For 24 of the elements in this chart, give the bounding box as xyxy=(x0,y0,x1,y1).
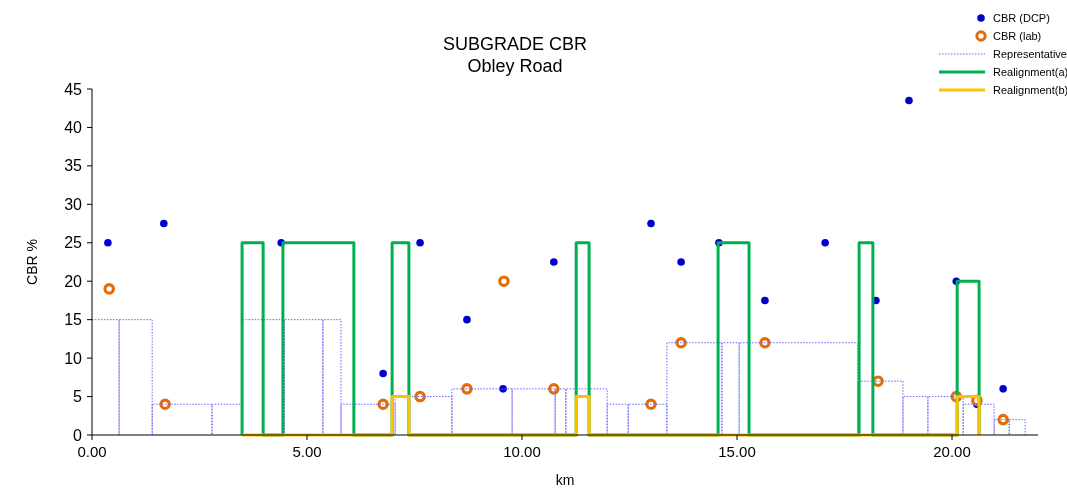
legend-label: Realignment(b) xyxy=(993,83,1067,96)
legend-label: CBR (lab) xyxy=(993,29,1042,42)
x-tick-label: 20.00 xyxy=(933,443,971,460)
chart-title: SUBGRADE CBR xyxy=(442,34,588,54)
y-tick-label: 5 xyxy=(73,388,83,406)
x-tick-label: 15.00 xyxy=(718,443,756,460)
legend-label: CBR (DCP) xyxy=(993,11,1050,24)
x-tick-label: 0.00 xyxy=(77,443,107,460)
y-tick-label: 45 xyxy=(64,80,83,98)
y-tick-label: 25 xyxy=(64,234,83,252)
x-tick-label: 5.00 xyxy=(292,443,322,460)
legend-label: Representative xyxy=(993,47,1067,60)
x-axis-title: km xyxy=(555,472,575,488)
y-tick-label: 35 xyxy=(64,157,83,175)
chart-subtitle: Obley Road xyxy=(467,56,563,76)
y-axis-title: CBR % xyxy=(24,239,40,285)
y-tick-label: 10 xyxy=(64,349,83,367)
y-tick-label: 0 xyxy=(73,426,83,444)
y-tick-label: 40 xyxy=(64,119,83,137)
y-tick-label: 30 xyxy=(64,195,83,213)
y-tick-label: 15 xyxy=(64,311,83,329)
legend-label: Realignment(a) xyxy=(993,65,1067,78)
x-tick-label: 10.00 xyxy=(503,443,541,460)
y-tick-label: 20 xyxy=(64,272,83,290)
